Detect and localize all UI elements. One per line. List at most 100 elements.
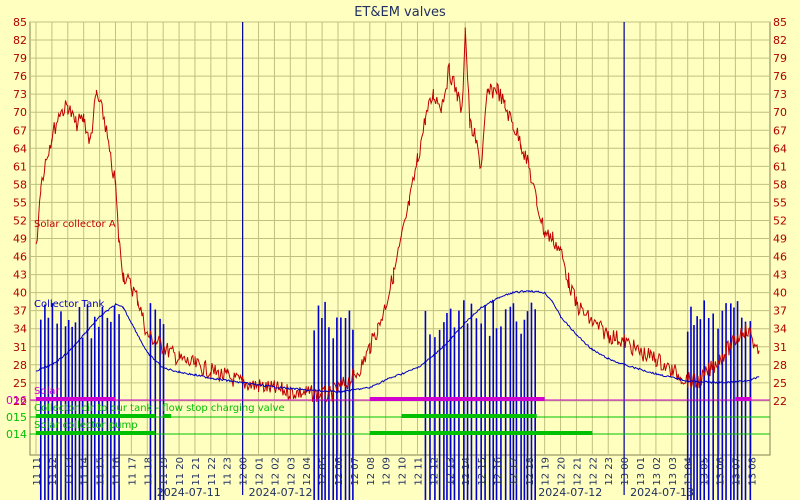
x-tick-label: 11 12 xyxy=(48,457,59,486)
x-tick-label: 12 13 xyxy=(445,457,456,486)
y-tick-label-left: 52 xyxy=(13,214,27,227)
x-tick-label: 12 08 xyxy=(366,457,377,486)
x-tick-label: 11 15 xyxy=(96,457,107,486)
x-tick-label: 12 10 xyxy=(398,457,409,486)
channel-on-segment xyxy=(401,414,537,418)
x-tick-label: 12 09 xyxy=(382,457,393,486)
y-tick-label-right: 58 xyxy=(773,178,787,191)
x-tick-label: 11 20 xyxy=(175,457,186,486)
y-tick-label-left: 85 xyxy=(13,16,27,29)
series-label-channel: Collector cir to our tank - flow stop ch… xyxy=(34,403,285,414)
x-tick-label: 13 05 xyxy=(700,457,711,486)
x-tick-label: 13 08 xyxy=(747,457,758,486)
day-label: 2024-07-12 xyxy=(249,486,313,499)
x-tick-label: 13 06 xyxy=(715,457,726,486)
y-tick-label-left: 64 xyxy=(13,142,27,155)
y-tick-label-right: 52 xyxy=(773,214,787,227)
x-tick-label: 11 16 xyxy=(111,457,122,486)
channel-on-segment xyxy=(369,431,593,435)
x-tick-label: 13 01 xyxy=(636,457,647,486)
x-tick-label: 11 17 xyxy=(127,457,138,486)
y-tick-label-right: 61 xyxy=(773,160,787,173)
x-tick-label: 11 18 xyxy=(143,457,154,486)
y-tick-label-right: 55 xyxy=(773,196,787,209)
x-tick-label: 12 17 xyxy=(509,457,520,486)
y-tick-label-right: 76 xyxy=(773,70,787,83)
y-tick-label-right: 25 xyxy=(773,377,787,390)
y-tick-label-left: 46 xyxy=(13,251,27,264)
y-tick-label-left: 40 xyxy=(13,287,27,300)
y-tick-label-left: 61 xyxy=(13,160,27,173)
series-label-collector-tank: Collector Tank xyxy=(34,299,105,310)
day-label: 2024-07-12 xyxy=(538,486,602,499)
y-tick-label-left: 43 xyxy=(13,269,27,282)
series-label-solar-collector-a: Solar collector A xyxy=(34,219,116,230)
y-tick-label-left: 73 xyxy=(13,88,27,101)
day-label: 2024-07-11 xyxy=(157,486,221,499)
y-tick-label-right: 28 xyxy=(773,359,787,372)
channel-on-segment xyxy=(369,397,545,401)
x-tick-label: 12 07 xyxy=(350,457,361,486)
y-tick-label-right: 37 xyxy=(773,305,787,318)
x-tick-label: 13 04 xyxy=(684,457,695,486)
y-tick-label-right: 22 xyxy=(773,395,787,408)
x-tick-label: 11 11 xyxy=(32,457,43,486)
y-tick-label-left: 22 xyxy=(13,395,27,408)
day-label: 2024-07-13 xyxy=(630,486,694,499)
y-tick-label-right: 34 xyxy=(773,323,787,336)
y-tick-label-left: 37 xyxy=(13,305,27,318)
y-tick-label-right: 46 xyxy=(773,251,787,264)
series-line xyxy=(35,27,760,403)
x-tick-label: 12 22 xyxy=(588,457,599,486)
y-tick-label-right: 82 xyxy=(773,34,787,47)
y-tick-label-right: 64 xyxy=(773,142,787,155)
x-tick-label: 11 14 xyxy=(80,457,91,486)
x-tick-label: 11 13 xyxy=(64,457,75,486)
y-tick-label-left: 31 xyxy=(13,341,27,354)
x-tick-label: 12 05 xyxy=(318,457,329,486)
x-tick-label: 12 11 xyxy=(413,457,424,486)
x-tick-label: 13 03 xyxy=(668,457,679,486)
y-tick-label-left: 58 xyxy=(13,178,27,191)
x-tick-label: 12 06 xyxy=(334,457,345,486)
channel-on-segment xyxy=(735,397,752,401)
x-tick-label: 13 02 xyxy=(652,457,663,486)
x-tick-label: 11 23 xyxy=(223,457,234,486)
x-tick-label: 12 18 xyxy=(525,457,536,486)
y-tick-label-right: 43 xyxy=(773,269,787,282)
x-tick-label: 11 22 xyxy=(207,457,218,486)
channel-tick-label: 016 xyxy=(6,394,27,407)
y-tick-label-right: 49 xyxy=(773,233,787,246)
y-tick-label-left: 28 xyxy=(13,359,27,372)
y-tick-label-right: 79 xyxy=(773,52,787,65)
x-tick-label: 12 16 xyxy=(493,457,504,486)
channel-on-segment xyxy=(36,397,116,401)
channel-tick-label: 014 xyxy=(6,428,27,441)
x-tick-label: 13 00 xyxy=(620,457,631,486)
x-tick-label: 12 03 xyxy=(286,457,297,486)
y-tick-label-left: 25 xyxy=(13,377,27,390)
series-line xyxy=(36,289,760,394)
y-tick-label-left: 55 xyxy=(13,196,27,209)
y-tick-label-right: 31 xyxy=(773,341,787,354)
x-tick-label: 13 07 xyxy=(731,457,742,486)
y-tick-label-left: 79 xyxy=(13,52,27,65)
channel-on-segment xyxy=(36,431,156,435)
y-tick-label-left: 76 xyxy=(13,70,27,83)
y-tick-label-left: 82 xyxy=(13,34,27,47)
x-tick-label: 11 21 xyxy=(191,457,202,486)
y-tick-label-right: 73 xyxy=(773,88,787,101)
channel-on-segment xyxy=(36,414,156,418)
x-tick-label: 12 20 xyxy=(557,457,568,486)
x-tick-label: 12 04 xyxy=(302,457,313,486)
x-tick-label: 11 19 xyxy=(159,457,170,486)
x-tick-label: 12 15 xyxy=(477,457,488,486)
y-tick-label-right: 85 xyxy=(773,16,787,29)
y-tick-label-right: 70 xyxy=(773,106,787,119)
y-tick-label-left: 70 xyxy=(13,106,27,119)
y-tick-label-right: 67 xyxy=(773,124,787,137)
x-tick-label: 12 21 xyxy=(572,457,583,486)
x-tick-label: 12 23 xyxy=(604,457,615,486)
